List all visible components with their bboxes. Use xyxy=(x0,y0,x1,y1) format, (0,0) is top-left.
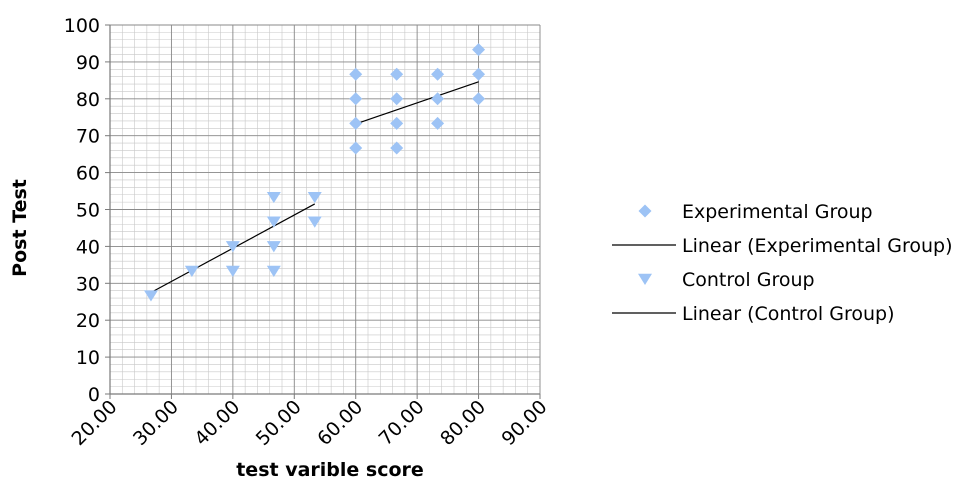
x-tick-label: 80.00 xyxy=(436,396,490,450)
data-point-experimental xyxy=(349,141,363,155)
data-point-experimental xyxy=(390,141,404,155)
legend-item: Experimental Group xyxy=(638,201,873,223)
data-point-control xyxy=(307,216,322,228)
data-point-experimental xyxy=(390,116,404,130)
trendline xyxy=(355,81,479,125)
legend-label: Experimental Group xyxy=(682,201,873,223)
data-point-control xyxy=(225,265,240,277)
y-tick-label: 70 xyxy=(76,126,100,148)
data-point-control xyxy=(143,290,158,302)
y-tick-label: 40 xyxy=(76,236,100,258)
legend-label: Linear (Experimental Group) xyxy=(682,235,953,257)
x-tick-label: 70.00 xyxy=(375,396,429,450)
data-point-experimental xyxy=(390,67,404,81)
y-tick-label: 60 xyxy=(76,163,100,185)
data-point-control xyxy=(266,241,281,253)
x-tick-label: 40.00 xyxy=(190,396,244,450)
legend-marker-triangle xyxy=(638,273,652,285)
data-point-control xyxy=(266,265,281,277)
axes xyxy=(105,24,541,399)
legend-item: Linear (Experimental Group) xyxy=(612,235,953,257)
x-tick-label: 90.00 xyxy=(498,396,552,450)
data-point-control xyxy=(266,216,281,228)
x-tick-label: 30.00 xyxy=(129,396,183,450)
data-point-experimental xyxy=(431,116,445,130)
y-tick-label: 80 xyxy=(76,89,100,111)
data-points xyxy=(143,43,486,302)
data-point-control xyxy=(225,241,240,253)
y-axis-title: Post Test xyxy=(9,179,31,277)
legend-item: Control Group xyxy=(638,269,815,291)
data-point-experimental xyxy=(349,67,363,81)
y-tick-label: 50 xyxy=(76,200,100,222)
y-tick-label: 30 xyxy=(76,273,100,295)
y-tick-label: 0 xyxy=(88,384,100,406)
data-point-experimental xyxy=(349,116,363,130)
data-point-experimental xyxy=(472,92,486,106)
legend-label: Linear (Control Group) xyxy=(682,303,894,325)
legend-marker-diamond xyxy=(638,204,652,218)
data-point-experimental xyxy=(431,92,445,106)
data-point-control xyxy=(266,191,281,204)
data-point-control xyxy=(184,265,199,277)
data-point-control xyxy=(307,191,322,204)
y-tick-label: 20 xyxy=(76,310,100,332)
legend-label: Control Group xyxy=(682,269,815,291)
x-tick-label: 60.00 xyxy=(313,396,367,450)
legend: Experimental Group Linear (Experimental G… xyxy=(612,201,953,325)
data-point-experimental xyxy=(349,92,363,106)
legend-item: Linear (Control Group) xyxy=(612,303,894,325)
x-axis-title: test varible score xyxy=(236,459,424,479)
data-point-experimental xyxy=(431,67,445,81)
y-tick-label: 10 xyxy=(76,347,100,369)
grid xyxy=(109,24,541,395)
data-point-experimental xyxy=(472,67,486,81)
data-point-experimental xyxy=(472,43,486,57)
y-tick-label: 90 xyxy=(76,52,100,74)
y-tick-label: 100 xyxy=(64,15,100,37)
x-tick-label: 50.00 xyxy=(252,396,306,450)
data-point-experimental xyxy=(390,92,404,106)
